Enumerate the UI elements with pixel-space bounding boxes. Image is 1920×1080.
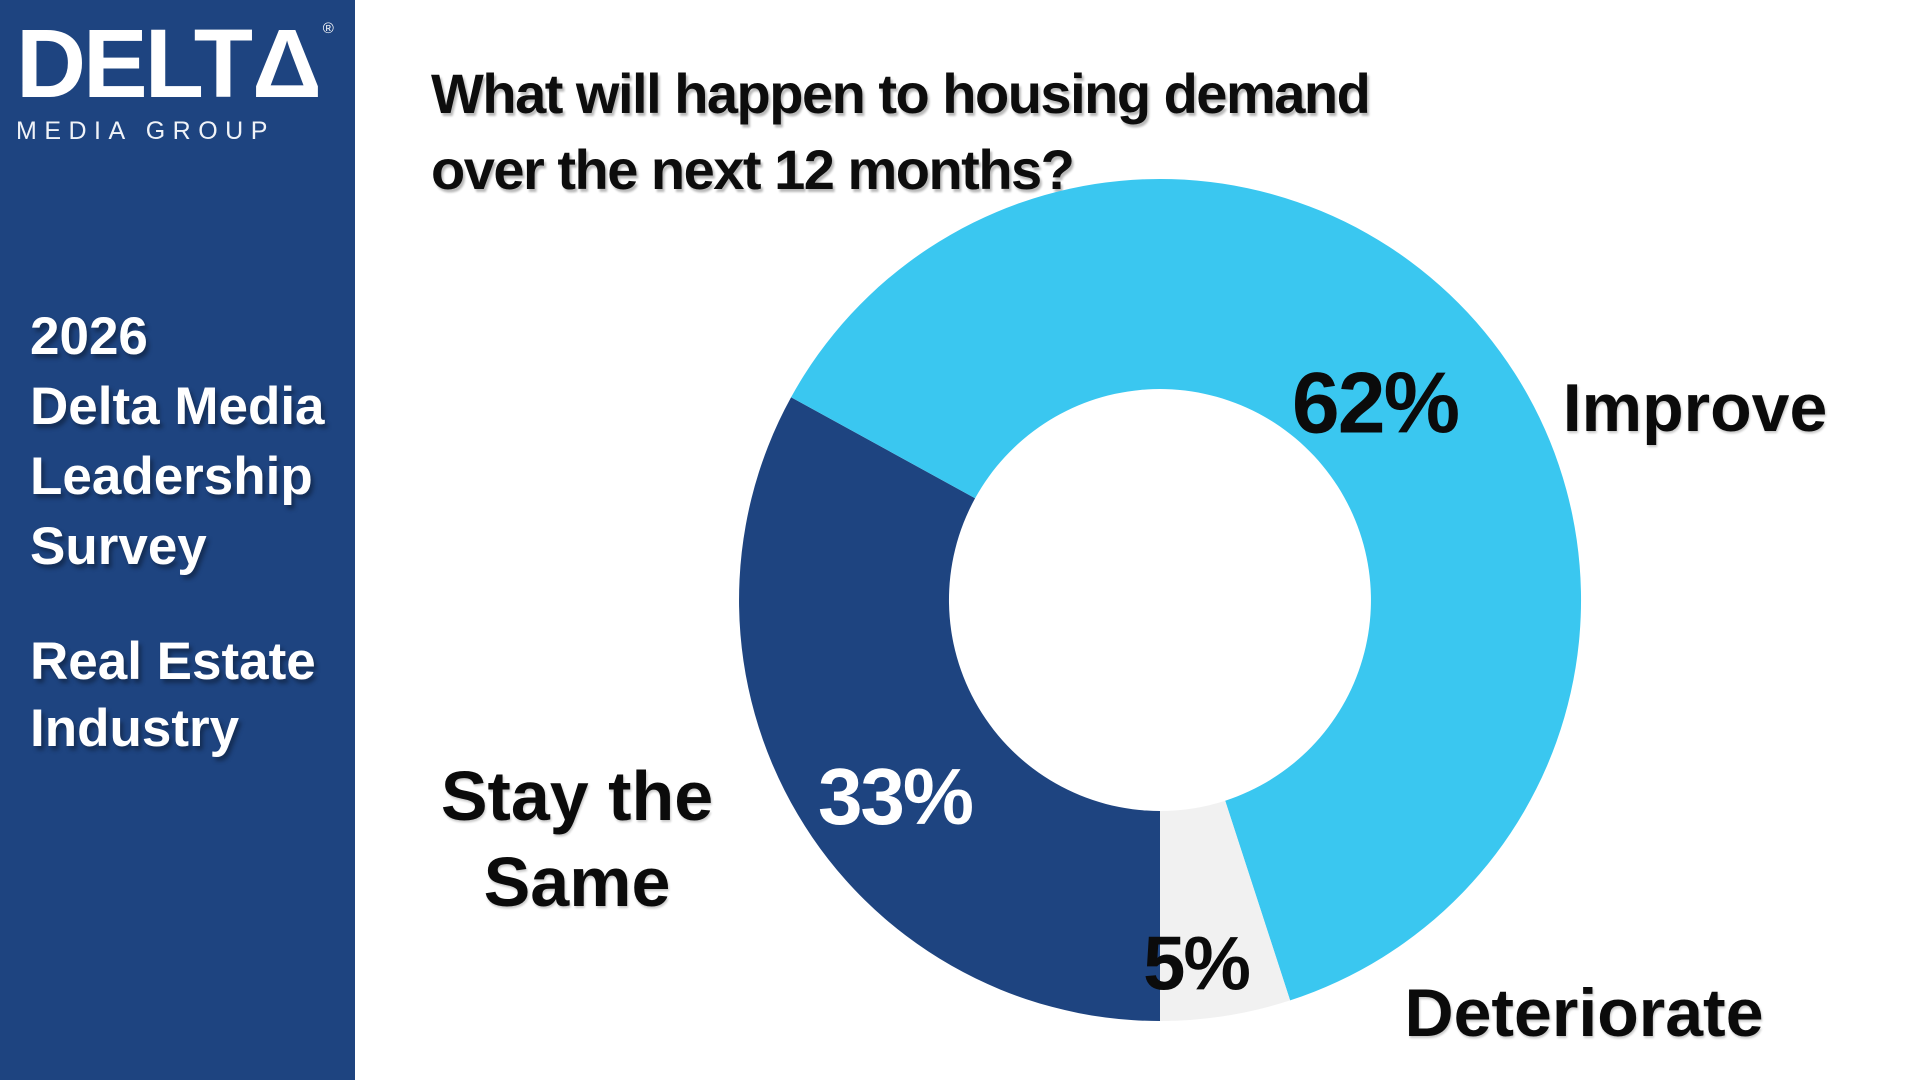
delta-media-group-logo: DELT Δ ® MEDIA GROUP: [16, 9, 334, 146]
value-label-deteriorate: 5%: [1143, 921, 1251, 1007]
category-label-deteriorate: Deteriorate: [1404, 975, 1764, 1051]
delta-triangle-icon: Δ: [252, 9, 322, 118]
survey-heading-line: Delta Media: [30, 377, 325, 436]
logo-brand-text: DELT: [16, 9, 253, 118]
chart-title-line-2: over the next 12 months?: [431, 137, 1075, 201]
donut-slice-deteriorate: [1160, 800, 1291, 1021]
survey-heading-line: 2026: [30, 307, 148, 366]
chart-title: What will happen to housing demand over …: [431, 56, 1371, 208]
sidebar: DELT Δ ® MEDIA GROUP 2026 Delta Media Lead…: [0, 0, 355, 1080]
registered-trademark-mark: ®: [322, 20, 334, 37]
value-label-improve: 62%: [1291, 355, 1460, 452]
donut-slice-improve: [791, 178, 1582, 1001]
industry-heading-line: Real Estate: [30, 632, 316, 691]
category-label-stay-line-1: Stay the: [440, 757, 714, 835]
chart-title-line-1: What will happen to housing demand: [431, 61, 1371, 125]
industry-heading-line: Industry: [30, 699, 240, 758]
donut-slice-stay-the-same: [739, 397, 1160, 1021]
survey-heading-line: Survey: [30, 517, 207, 576]
logo-wordmark: DELT Δ ®: [16, 9, 334, 118]
category-label-improve: Improve: [1562, 370, 1828, 446]
value-label-stay-the-same: 33%: [817, 752, 974, 841]
survey-heading-line: Leadership: [30, 447, 313, 506]
category-label-stay-the-same: Stay the Same: [441, 753, 713, 925]
category-label-stay-line-2: Same: [483, 843, 671, 921]
logo-subtitle: MEDIA GROUP: [16, 117, 275, 146]
survey-heading: 2026 Delta Media Leadership Survey: [30, 302, 325, 582]
industry-heading: Real Estate Industry: [30, 628, 316, 762]
